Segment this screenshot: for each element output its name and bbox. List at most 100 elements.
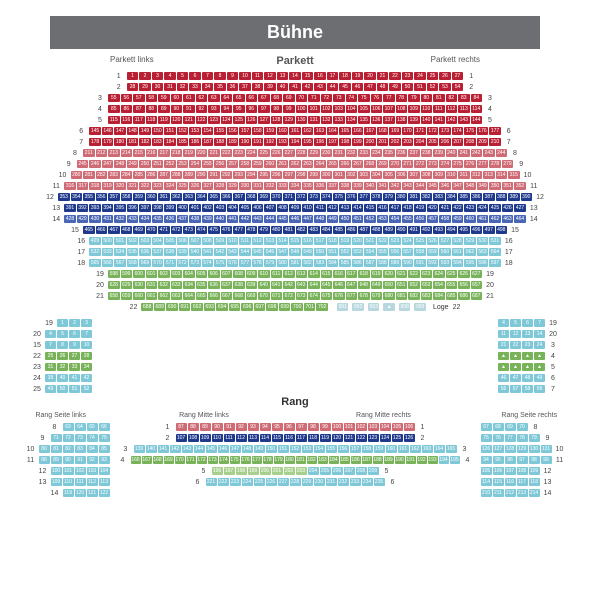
seat[interactable]: 71: [308, 94, 320, 102]
seat[interactable]: 106: [493, 467, 504, 475]
seat[interactable]: 83: [75, 445, 86, 453]
seat[interactable]: 221: [206, 478, 217, 486]
seat[interactable]: 605: [196, 270, 208, 278]
seat[interactable]: 439: [202, 215, 214, 223]
seat[interactable]: 70: [517, 423, 528, 431]
seat[interactable]: 123: [368, 434, 379, 442]
seat[interactable]: 208: [356, 467, 367, 475]
seat[interactable]: 466: [96, 226, 108, 234]
seat[interactable]: 641: [271, 281, 283, 289]
seat[interactable]: 153: [189, 127, 201, 135]
seat[interactable]: 206: [332, 467, 343, 475]
seat[interactable]: 577: [239, 259, 251, 267]
seat[interactable]: 57: [133, 94, 145, 102]
seat[interactable]: 158: [252, 127, 264, 135]
seat[interactable]: 12: [510, 330, 521, 338]
seat[interactable]: 258: [239, 160, 251, 168]
seat[interactable]: 108: [188, 434, 199, 442]
seat[interactable]: 513: [264, 237, 276, 245]
seat[interactable]: 441: [227, 215, 239, 223]
seat[interactable]: 91: [224, 423, 235, 431]
seat[interactable]: 130: [529, 445, 540, 453]
seat[interactable]: 689: [154, 303, 166, 311]
seat[interactable]: 417: [389, 204, 401, 212]
seat[interactable]: 63: [208, 94, 220, 102]
seat[interactable]: 298: [296, 171, 308, 179]
seat[interactable]: 573: [189, 259, 201, 267]
seat[interactable]: 436: [164, 215, 176, 223]
seat[interactable]: 503: [139, 237, 151, 245]
seat[interactable]: 75: [481, 434, 492, 442]
seat[interactable]: 523: [389, 237, 401, 245]
seat[interactable]: 41: [289, 83, 301, 91]
seat[interactable]: 93: [208, 105, 220, 113]
seat[interactable]: 181: [127, 138, 139, 146]
seat[interactable]: 102: [75, 467, 86, 475]
seat[interactable]: 42: [81, 374, 92, 382]
seat[interactable]: 424: [477, 204, 489, 212]
seat[interactable]: 532: [89, 248, 101, 256]
seat[interactable]: 151: [164, 127, 176, 135]
seat[interactable]: 422: [452, 204, 464, 212]
seat[interactable]: 452: [364, 215, 376, 223]
seat[interactable]: 137: [383, 116, 395, 124]
seat[interactable]: 549: [302, 248, 314, 256]
seat[interactable]: 431: [102, 215, 114, 223]
seat[interactable]: 463: [502, 215, 514, 223]
seat[interactable]: 299: [308, 171, 320, 179]
seat[interactable]: 82: [63, 445, 74, 453]
seat[interactable]: 582: [302, 259, 314, 267]
seat[interactable]: 49: [534, 374, 545, 382]
seat[interactable]: 107: [383, 105, 395, 113]
seat[interactable]: 642: [283, 281, 295, 289]
seat[interactable]: 120: [171, 116, 183, 124]
seat[interactable]: 191: [406, 456, 416, 464]
seat[interactable]: 89: [51, 456, 62, 464]
seat[interactable]: 129: [283, 116, 295, 124]
seat[interactable]: 107: [176, 434, 187, 442]
seat[interactable]: 507: [189, 237, 201, 245]
seat[interactable]: 190: [395, 456, 405, 464]
seat[interactable]: 318: [89, 182, 101, 190]
seat[interactable]: 189: [227, 138, 239, 146]
seat[interactable]: 372: [296, 193, 308, 201]
seat[interactable]: 26: [57, 352, 68, 360]
seat[interactable]: 544: [239, 248, 251, 256]
seat[interactable]: 24: [534, 341, 545, 349]
seat[interactable]: 31: [45, 363, 56, 371]
seat[interactable]: 476: [221, 226, 233, 234]
seat[interactable]: 63: [63, 423, 74, 431]
seat[interactable]: 247: [102, 160, 114, 168]
seat[interactable]: 617: [346, 270, 358, 278]
seat[interactable]: 229: [302, 478, 313, 486]
seat[interactable]: 119: [63, 489, 74, 497]
seat[interactable]: 506: [177, 237, 189, 245]
seat[interactable]: 165: [446, 445, 457, 453]
seat[interactable]: 616: [333, 270, 345, 278]
seat[interactable]: 96: [246, 105, 258, 113]
seat[interactable]: 371: [283, 193, 295, 201]
seat[interactable]: 203: [296, 467, 307, 475]
seat[interactable]: 250: [139, 160, 151, 168]
seat[interactable]: 130: [296, 116, 308, 124]
seat[interactable]: 147: [230, 445, 241, 453]
seat[interactable]: 654: [433, 281, 445, 289]
seat[interactable]: ▲: [534, 352, 545, 360]
seat[interactable]: 478: [246, 226, 258, 234]
seat[interactable]: 105: [392, 423, 403, 431]
seat[interactable]: 4: [164, 72, 176, 80]
seat[interactable]: 225: [258, 149, 270, 157]
seat[interactable]: 296: [271, 171, 283, 179]
seat[interactable]: 531: [489, 237, 501, 245]
seat[interactable]: 346: [439, 182, 451, 190]
seat[interactable]: 109: [408, 105, 420, 113]
seat[interactable]: 10: [81, 341, 92, 349]
seat[interactable]: 118: [146, 116, 158, 124]
seat[interactable]: 34: [202, 83, 214, 91]
seat[interactable]: 614: [308, 270, 320, 278]
seat[interactable]: 623: [421, 270, 433, 278]
seat[interactable]: 126: [404, 434, 415, 442]
seat[interactable]: ▲: [510, 363, 521, 371]
seat[interactable]: 236: [396, 149, 408, 157]
seat[interactable]: 176: [241, 456, 251, 464]
